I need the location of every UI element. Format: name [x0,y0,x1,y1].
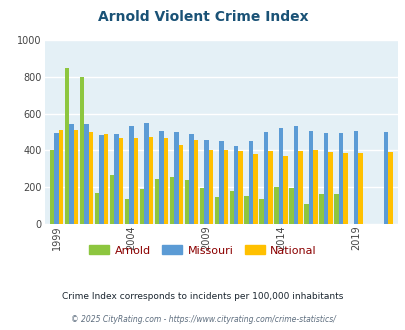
Bar [293,125,298,224]
Bar [268,151,272,224]
Bar [283,156,287,224]
Bar [263,132,268,224]
Bar [223,150,228,224]
Bar [129,125,133,224]
Bar [118,139,123,224]
Bar [54,133,59,224]
Bar [238,151,242,224]
Bar [89,132,93,224]
Bar [50,150,54,224]
Bar [133,139,138,224]
Bar [189,134,193,224]
Bar [313,149,317,224]
Bar [253,154,257,224]
Bar [278,128,283,224]
Bar [274,187,278,224]
Bar [148,137,153,224]
Bar [289,188,293,224]
Bar [244,196,248,224]
Bar [139,189,144,224]
Bar [298,151,302,224]
Bar [323,133,328,224]
Bar [342,153,347,224]
Bar [304,204,308,224]
Bar [74,130,78,224]
Bar [65,68,69,224]
Bar [104,134,108,224]
Bar [99,135,104,224]
Text: © 2025 CityRating.com - https://www.cityrating.com/crime-statistics/: © 2025 CityRating.com - https://www.city… [70,315,335,324]
Bar [328,152,332,224]
Bar [109,176,114,224]
Bar [308,131,313,224]
Bar [144,123,148,224]
Bar [94,193,99,224]
Bar [218,141,223,224]
Bar [387,152,392,224]
Bar [154,179,159,224]
Bar [84,124,89,224]
Bar [199,188,204,224]
Bar [59,130,63,224]
Bar [169,177,174,224]
Bar [204,140,208,224]
Bar [248,141,253,224]
Bar [174,132,178,224]
Bar [69,124,74,224]
Bar [163,139,168,224]
Bar [184,180,189,224]
Bar [259,199,263,224]
Bar [318,194,323,224]
Bar [193,140,198,224]
Bar [208,149,213,224]
Text: Arnold Violent Crime Index: Arnold Violent Crime Index [98,10,307,24]
Bar [383,132,387,224]
Bar [357,153,362,224]
Bar [80,77,84,224]
Text: Crime Index corresponds to incidents per 100,000 inhabitants: Crime Index corresponds to incidents per… [62,292,343,301]
Bar [229,191,233,224]
Bar [124,199,129,224]
Bar [233,146,238,224]
Bar [353,131,357,224]
Bar [214,197,218,224]
Bar [333,194,338,224]
Bar [114,134,118,224]
Bar [338,133,342,224]
Bar [159,131,163,224]
Legend: Arnold, Missouri, National: Arnold, Missouri, National [85,241,320,260]
Bar [178,145,183,224]
